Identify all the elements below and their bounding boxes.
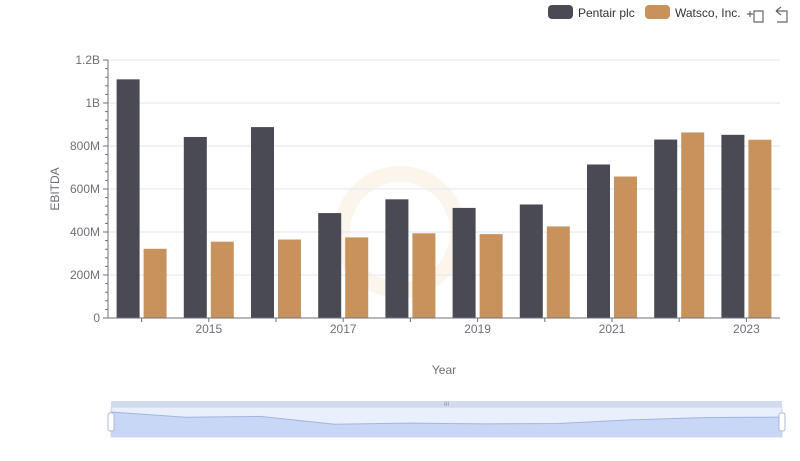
zoom-handle-left[interactable] [107,412,115,432]
bar-pentair-plc-2014[interactable] [116,79,140,318]
bar-watsco-inc-2014[interactable] [143,248,167,318]
y-tick-label: 1.2B [75,53,100,67]
data-zoom-slider[interactable]: III [107,401,786,438]
x-tick-label: 2019 [464,322,491,336]
zoom-preview-line [110,411,783,425]
y-tick-label: 0 [93,311,100,325]
y-tick-label: 200M [70,268,100,282]
bar-pentair-plc-2019[interactable] [452,207,476,318]
x-axis-title: Year [432,363,456,377]
legend-item-1[interactable]: Watsco, Inc. [645,5,741,20]
axes: 0 200M 400M 600M 800M 1B 1.2B 2015 2017 2019 2021 2… [70,53,780,336]
bar-watsco-inc-2015[interactable] [210,241,234,318]
y-axis-title: EBITDA [48,167,62,210]
legend-label: Watsco, Inc. [675,6,741,20]
bar-pentair-plc-2021[interactable] [587,164,610,318]
bar-pentair-plc-2023[interactable] [721,134,745,318]
legend-swatch [548,5,573,19]
restore-icon[interactable] [775,6,788,23]
bar-pentair-plc-2016[interactable] [251,127,274,318]
x-tick-label: 2021 [599,322,626,336]
zoom-selection [111,407,782,437]
y-tick-label: 600M [70,182,100,196]
bar-watsco-inc-2019[interactable] [479,234,503,318]
bar-pentair-plc-2018[interactable] [385,199,409,318]
gridlines [108,59,780,276]
bar-watsco-inc-2023[interactable] [748,139,772,318]
legend-label: Pentair plc [578,6,635,20]
x-tick-label: 2015 [195,322,222,336]
bar-pentair-plc-2015[interactable] [183,136,207,318]
bar-watsco-inc-2021[interactable] [614,176,637,318]
bars-group [116,79,772,318]
legend-item-0[interactable]: Pentair plc [548,5,635,20]
bar-watsco-inc-2017[interactable] [345,237,369,318]
zoom-handle-right[interactable] [778,412,786,432]
zoom-move-handle[interactable]: III [444,402,449,408]
bar-pentair-plc-2020[interactable] [519,204,543,318]
toolbox [747,6,788,23]
legend[interactable]: Pentair plc Watsco, Inc. [548,5,741,20]
bar-watsco-inc-2020[interactable] [546,226,570,318]
zoom-move-bar[interactable] [111,401,782,407]
y-tick-label: 800M [70,139,100,153]
bar-watsco-inc-2016[interactable] [278,239,301,318]
x-tick-label: 2017 [330,322,357,336]
legend-swatch [645,5,670,19]
bar-pentair-plc-2017[interactable] [318,213,342,318]
bar-watsco-inc-2022[interactable] [681,132,705,318]
x-tick-label: 2023 [733,322,760,336]
zoom-preview-area [111,412,782,437]
zoom-icon[interactable] [747,10,764,23]
bar-pentair-plc-2022[interactable] [654,139,678,318]
y-tick-label: 400M [70,225,100,239]
y-tick-label: 1B [85,96,100,110]
bar-watsco-inc-2018[interactable] [412,233,436,318]
